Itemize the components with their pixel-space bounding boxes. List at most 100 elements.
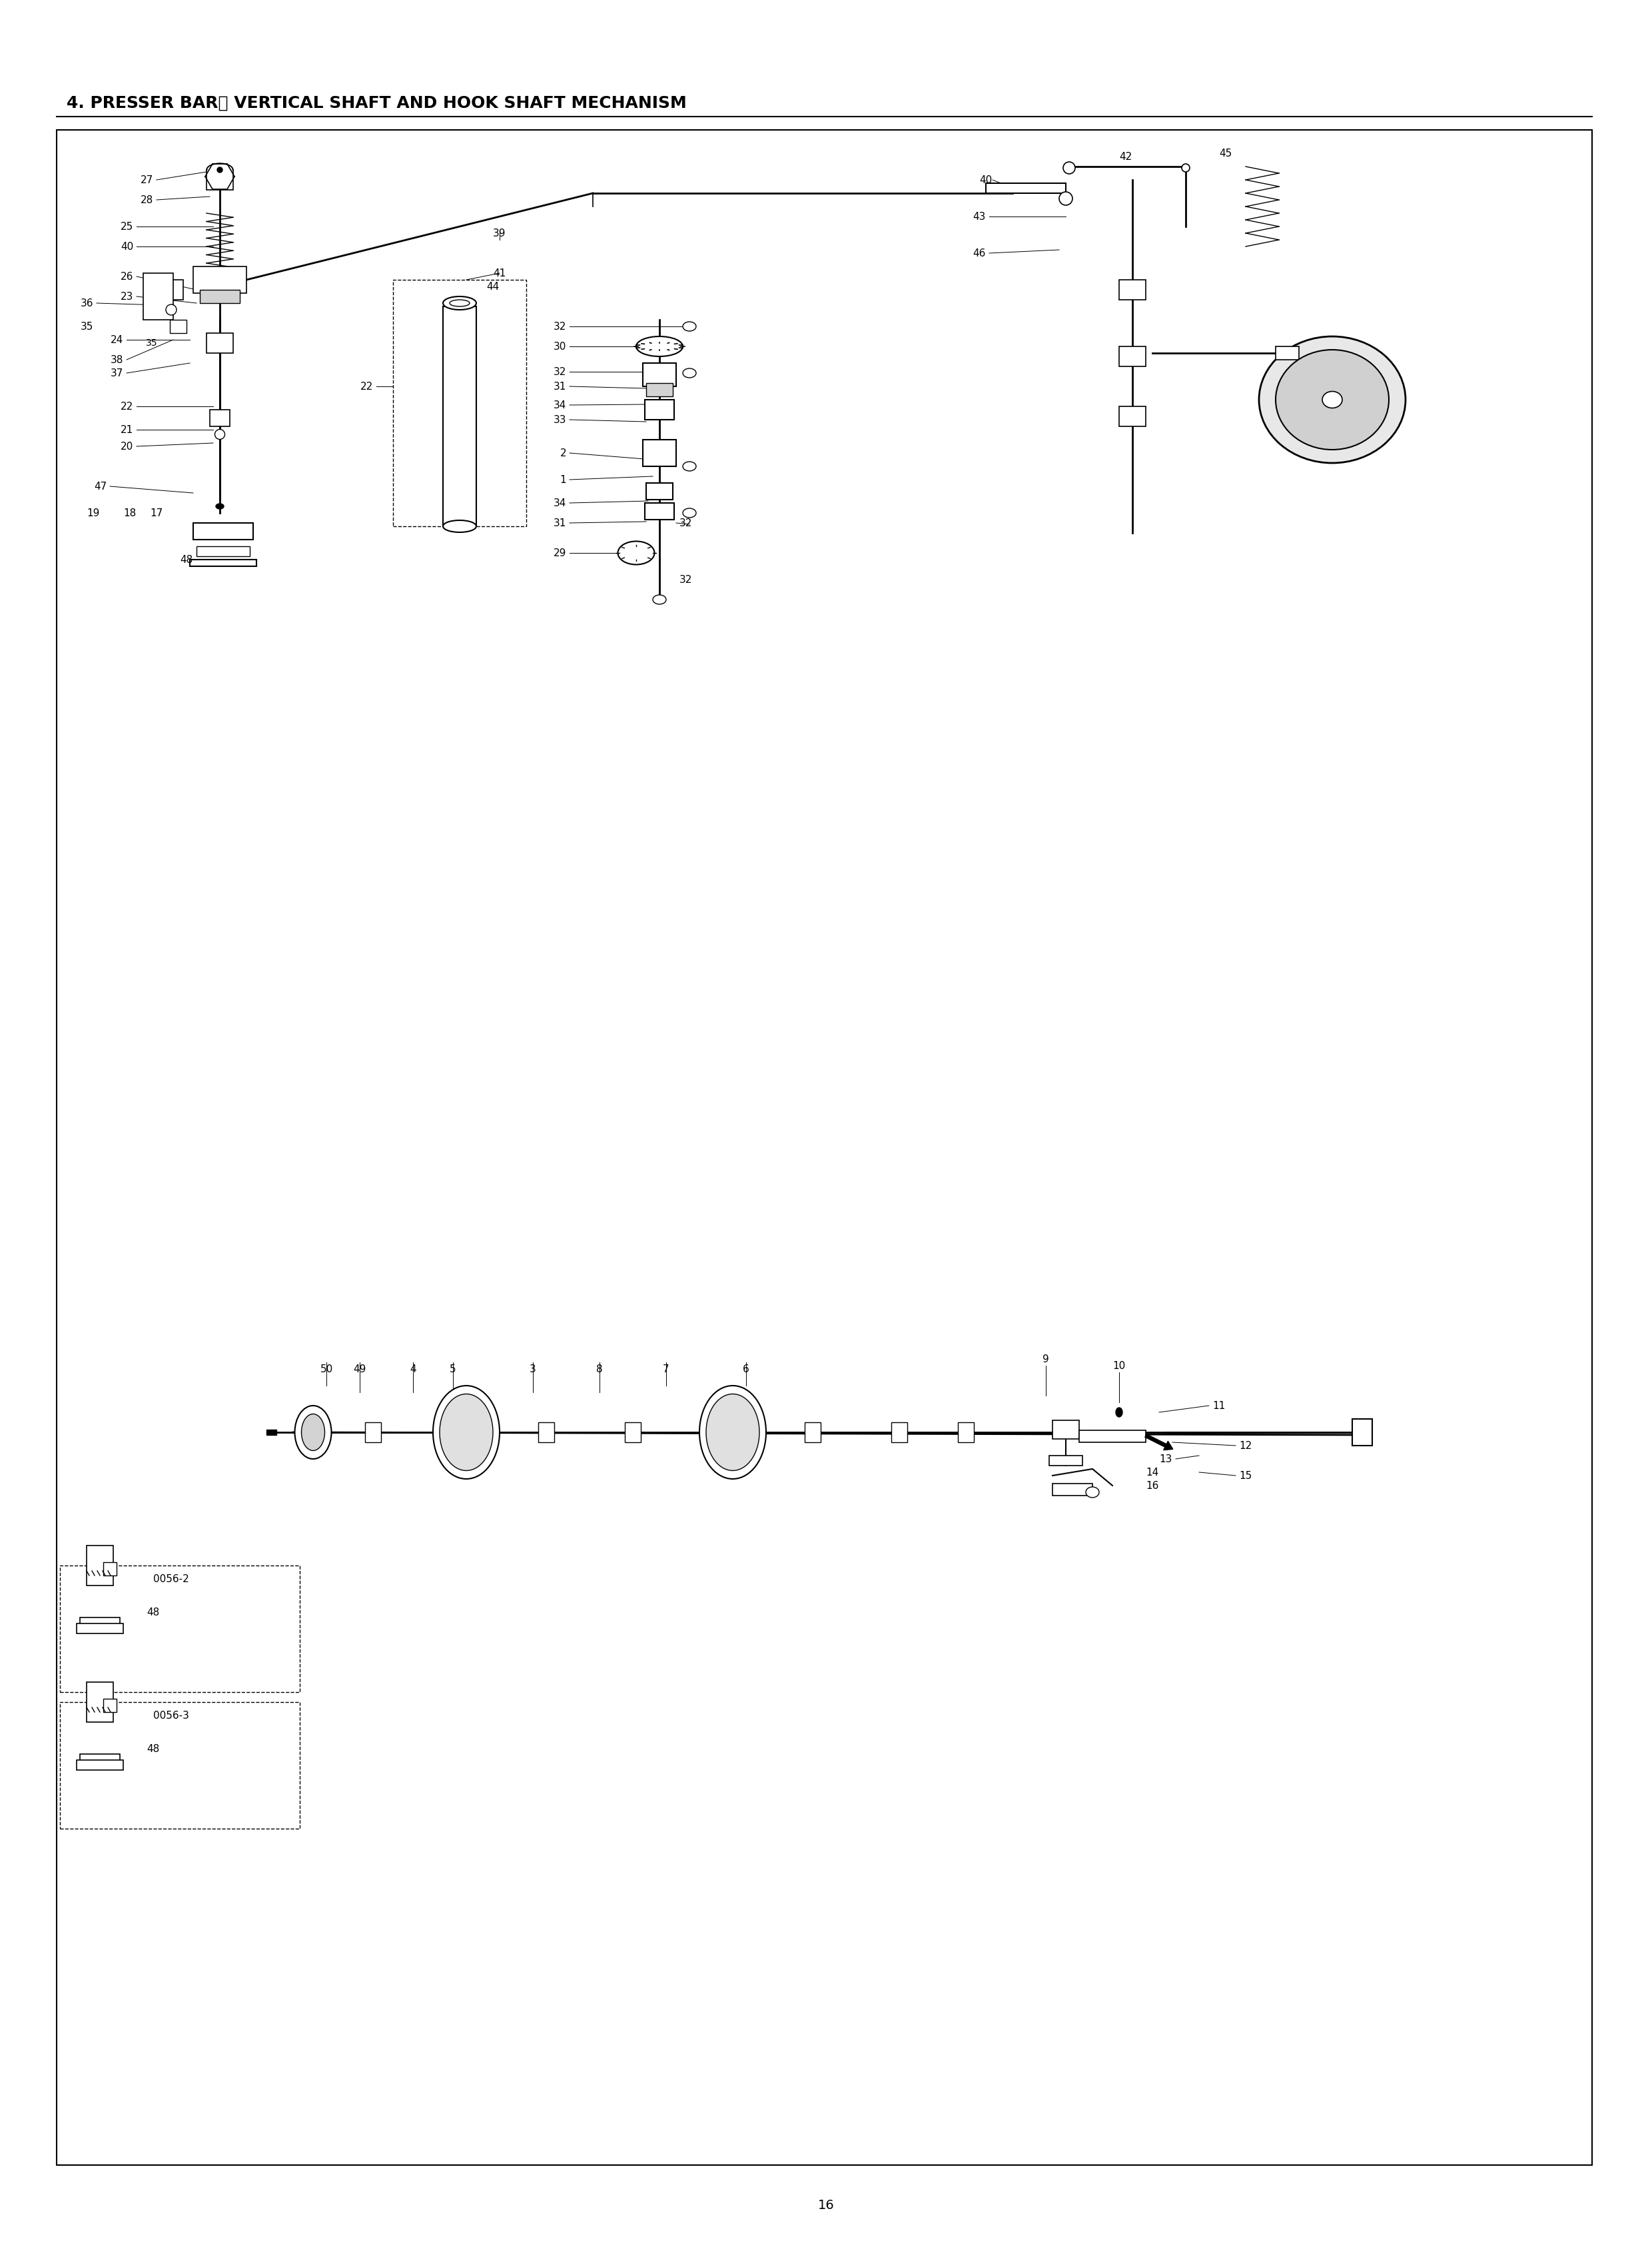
Bar [210,411,230,427]
Ellipse shape [208,165,231,176]
Bar [59,1702,299,1828]
Ellipse shape [1085,1487,1099,1499]
FancyArrow shape [266,1429,276,1435]
Bar [1118,406,1146,427]
Text: 40: 40 [121,241,134,251]
Bar [160,280,183,300]
Ellipse shape [682,368,695,377]
Bar [805,1422,821,1442]
Text: 35: 35 [145,339,157,348]
Ellipse shape [618,542,654,564]
Text: 35: 35 [81,320,93,332]
Text: 4. PRESSER BAR、 VERTICAL SHAFT AND HOOK SHAFT MECHANISM: 4. PRESSER BAR、 VERTICAL SHAFT AND HOOK … [66,95,687,111]
Text: 28: 28 [140,194,154,205]
Bar [170,320,187,334]
Bar [79,1618,121,1625]
Bar [646,483,672,499]
Text: 26: 26 [121,271,134,282]
Bar [104,1562,117,1575]
Bar [986,183,1066,194]
Ellipse shape [301,1413,325,1451]
Bar [190,560,256,567]
Bar [193,266,246,293]
Ellipse shape [705,1395,760,1472]
Text: 30: 30 [553,341,567,352]
Text: 10: 10 [1113,1361,1125,1370]
Text: 24: 24 [111,334,124,345]
Bar [144,273,173,320]
Ellipse shape [1059,192,1072,205]
Ellipse shape [1115,1408,1122,1417]
Text: 23: 23 [121,291,134,302]
Bar [1052,1420,1079,1440]
Ellipse shape [433,1386,499,1478]
Text: 12: 12 [1239,1440,1252,1451]
Text: 5: 5 [449,1363,456,1375]
Bar [644,399,674,420]
Text: 3: 3 [530,1363,537,1375]
Bar [206,169,233,190]
Ellipse shape [1064,163,1075,174]
Text: 8: 8 [596,1363,603,1375]
Text: 29: 29 [553,548,567,557]
Text: 1: 1 [560,474,567,485]
Bar [1079,1431,1146,1442]
Text: 0056-2: 0056-2 [154,1573,188,1584]
Text: 22: 22 [360,381,373,390]
Text: 17: 17 [150,508,164,517]
Text: 50: 50 [320,1363,332,1375]
Ellipse shape [636,336,682,357]
Text: 25: 25 [121,221,134,232]
Bar [104,1700,117,1713]
Bar [1118,345,1146,366]
Ellipse shape [439,1395,492,1472]
Bar [443,307,476,526]
Ellipse shape [1259,336,1406,463]
Text: 32: 32 [679,576,692,585]
Ellipse shape [1181,165,1189,172]
Text: 32: 32 [553,320,567,332]
Text: 2: 2 [560,447,567,458]
Text: 32: 32 [553,366,567,377]
Text: 48: 48 [147,1607,159,1616]
Text: 40: 40 [980,174,993,185]
Bar [76,1760,124,1769]
Bar [59,1566,299,1693]
Bar [643,363,676,386]
Text: 4: 4 [410,1363,416,1375]
Bar [76,1623,124,1634]
Text: 33: 33 [553,415,567,424]
Text: 27: 27 [140,174,154,185]
Text: 15: 15 [1239,1472,1252,1481]
Text: 14: 14 [1146,1467,1160,1478]
Bar [539,1422,553,1442]
Text: 37: 37 [111,368,124,379]
FancyArrow shape [1145,1433,1173,1449]
Text: 48: 48 [147,1745,159,1754]
Text: 0056-3: 0056-3 [154,1711,188,1720]
Text: 21: 21 [121,424,134,436]
Bar [200,289,240,302]
Text: 47: 47 [94,481,107,492]
Text: 9: 9 [1042,1354,1049,1363]
Text: 42: 42 [1120,151,1132,163]
Bar [197,546,249,555]
Bar [206,334,233,352]
Bar [624,1422,641,1442]
Ellipse shape [216,167,223,172]
Ellipse shape [443,296,476,309]
Ellipse shape [682,463,695,472]
Bar [1353,1420,1373,1444]
Ellipse shape [449,300,469,307]
Ellipse shape [682,323,695,332]
Bar [193,524,253,539]
Text: 36: 36 [81,298,93,309]
Text: 45: 45 [1219,149,1232,158]
Ellipse shape [682,508,695,517]
Text: 31: 31 [553,381,567,390]
Ellipse shape [1322,390,1343,409]
Bar [79,1754,121,1763]
Text: 16: 16 [818,2198,834,2212]
Bar [1118,280,1146,300]
Text: 11: 11 [1213,1402,1226,1411]
